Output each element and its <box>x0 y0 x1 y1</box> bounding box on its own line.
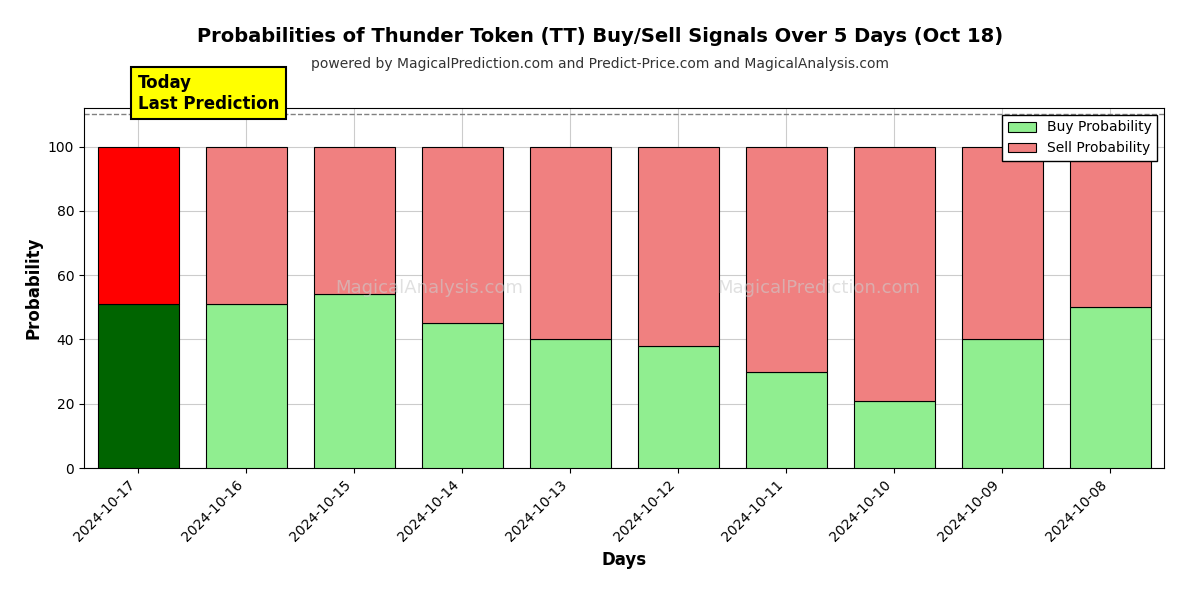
Bar <box>853 146 935 401</box>
Text: MagicalAnalysis.com: MagicalAnalysis.com <box>336 279 523 297</box>
Bar <box>637 346 719 468</box>
Bar <box>313 146 395 295</box>
Bar <box>961 146 1043 340</box>
X-axis label: Days: Days <box>601 551 647 569</box>
Bar <box>97 146 179 304</box>
Legend: Buy Probability, Sell Probability: Buy Probability, Sell Probability <box>1002 115 1157 161</box>
Text: MagicalPrediction.com: MagicalPrediction.com <box>716 279 920 297</box>
Bar <box>961 340 1043 468</box>
Text: powered by MagicalPrediction.com and Predict-Price.com and MagicalAnalysis.com: powered by MagicalPrediction.com and Pre… <box>311 57 889 71</box>
Bar <box>745 146 827 371</box>
Bar <box>205 146 287 304</box>
Bar <box>637 146 719 346</box>
Text: Probabilities of Thunder Token (TT) Buy/Sell Signals Over 5 Days (Oct 18): Probabilities of Thunder Token (TT) Buy/… <box>197 27 1003 46</box>
Bar <box>421 146 503 323</box>
Text: Today
Last Prediction: Today Last Prediction <box>138 74 280 113</box>
Bar <box>1069 146 1151 307</box>
Bar <box>745 371 827 468</box>
Bar <box>421 323 503 468</box>
Bar <box>313 295 395 468</box>
Bar <box>529 146 611 340</box>
Bar <box>853 401 935 468</box>
Y-axis label: Probability: Probability <box>24 237 42 339</box>
Bar <box>205 304 287 468</box>
Bar <box>1069 307 1151 468</box>
Bar <box>529 340 611 468</box>
Bar <box>97 304 179 468</box>
